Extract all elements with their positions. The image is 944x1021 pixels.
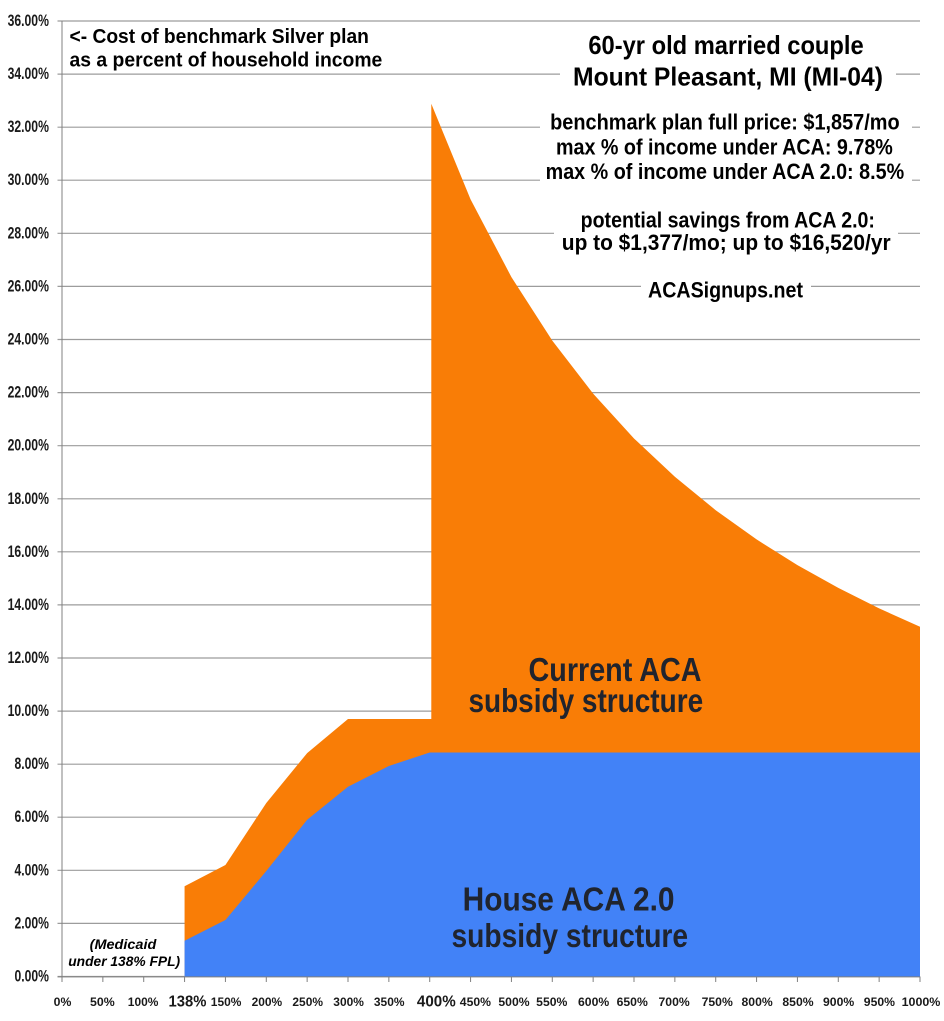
svg-text:200%: 200% [252,995,283,1009]
svg-text:34.00%: 34.00% [8,65,50,83]
svg-text:900%: 900% [823,995,855,1009]
svg-text:800%: 800% [742,995,774,1009]
svg-text:10.00%: 10.00% [8,702,50,720]
svg-text:under 138% FPL): under 138% FPL) [68,953,180,969]
svg-text:subsidy structure: subsidy structure [468,682,703,719]
svg-text:28.00%: 28.00% [8,224,50,242]
svg-text:Current ACA: Current ACA [529,651,702,688]
svg-text:350%: 350% [374,995,405,1009]
svg-text:450%: 450% [460,995,492,1009]
svg-text:20.00%: 20.00% [8,437,50,455]
svg-text:30.00%: 30.00% [8,171,50,189]
svg-text:6.00%: 6.00% [15,808,50,826]
svg-text:100%: 100% [128,995,159,1009]
svg-text:4.00%: 4.00% [15,861,50,879]
svg-text:950%: 950% [864,995,896,1009]
svg-text:500%: 500% [498,995,530,1009]
svg-text:600%: 600% [578,995,610,1009]
svg-text:400%: 400% [417,993,456,1010]
svg-text:14.00%: 14.00% [8,596,50,614]
svg-text:150%: 150% [211,995,242,1009]
svg-text:Mount Pleasant, MI (MI-04): Mount Pleasant, MI (MI-04) [573,62,883,92]
svg-text:1000%: 1000% [902,995,941,1009]
svg-text:0%: 0% [54,995,72,1009]
svg-text:benchmark plan full price: $1,: benchmark plan full price: $1,857/mo [550,110,900,135]
svg-text:House ACA 2.0: House ACA 2.0 [463,881,675,918]
svg-text:0.00%: 0.00% [15,968,50,986]
svg-text:26.00%: 26.00% [8,277,50,295]
svg-text:24.00%: 24.00% [8,331,50,349]
svg-text:36.00%: 36.00% [8,12,50,30]
svg-text:as a percent of household inco: as a percent of household income [70,50,383,72]
svg-text:700%: 700% [659,995,691,1009]
svg-text:12.00%: 12.00% [8,649,50,667]
svg-text:max % of income under ACA 2.0:: max % of income under ACA 2.0: 8.5% [546,159,905,184]
svg-text:850%: 850% [782,995,814,1009]
svg-text:50%: 50% [90,995,115,1009]
svg-text:550%: 550% [536,995,568,1009]
svg-text:250%: 250% [292,995,323,1009]
svg-text:potential savings from ACA 2.0: potential savings from ACA 2.0: [581,208,875,233]
svg-text:750%: 750% [702,995,734,1009]
svg-text:up to $1,377/mo; up to $16,520: up to $1,377/mo; up to $16,520/yr [562,230,891,255]
svg-text:8.00%: 8.00% [15,755,50,773]
svg-text:ACASignups.net: ACASignups.net [648,277,804,302]
svg-text:max % of income under ACA: 9.7: max % of income under ACA: 9.78% [556,134,893,159]
svg-text:300%: 300% [333,995,364,1009]
svg-text:(Medicaid: (Medicaid [90,936,157,952]
svg-text:2.00%: 2.00% [15,914,50,932]
svg-text:22.00%: 22.00% [8,384,50,402]
svg-text:18.00%: 18.00% [8,490,50,508]
svg-text:16.00%: 16.00% [8,543,50,561]
svg-text:138%: 138% [169,993,207,1010]
svg-text:60-yr old married couple: 60-yr old married couple [588,30,863,60]
svg-text:<- Cost of benchmark Silver pl: <- Cost of benchmark Silver plan [70,26,369,48]
svg-text:32.00%: 32.00% [8,118,50,136]
svg-text:650%: 650% [617,995,649,1009]
svg-text:subsidy structure: subsidy structure [452,917,689,954]
